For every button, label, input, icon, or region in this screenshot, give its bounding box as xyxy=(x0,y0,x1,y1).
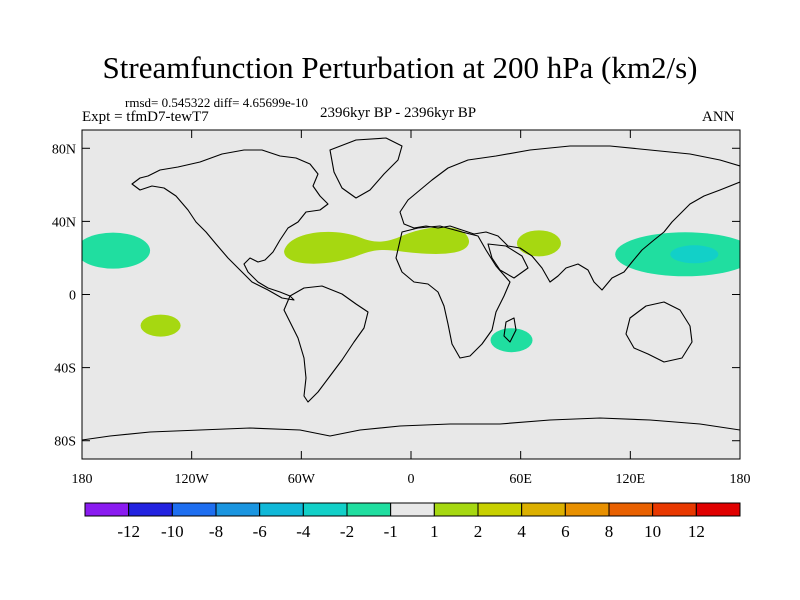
experiment-label: Expt = tfmD7-tewT7 xyxy=(82,109,209,125)
colorbar-label: 1 xyxy=(430,522,439,541)
anomaly-arabian-india xyxy=(516,230,561,257)
season-label: ANN xyxy=(702,109,735,125)
x-tick-label: 120W xyxy=(175,472,210,487)
x-tick-label: 180 xyxy=(72,472,93,487)
coastline-north-america xyxy=(131,149,329,301)
colorbar-label: -6 xyxy=(253,522,267,541)
map-background xyxy=(82,130,740,459)
anomaly-south-pacific xyxy=(140,314,181,337)
x-tick-label: 120E xyxy=(616,472,646,487)
colorbar-swatch xyxy=(171,502,217,517)
coastline-madagascar xyxy=(503,317,517,343)
colorbar-label: 10 xyxy=(644,522,661,541)
x-tick-label: 60E xyxy=(509,472,532,487)
colorbar-swatch xyxy=(477,502,523,517)
colorbar-swatch xyxy=(564,502,610,517)
anomaly-west-pacific-inner xyxy=(670,245,719,264)
colorbar-swatch xyxy=(433,502,479,517)
colorbar-swatch xyxy=(390,502,435,517)
coastline-antarctica xyxy=(82,417,740,441)
y-tick-label: 40N xyxy=(52,215,76,230)
coastline-eurasia xyxy=(399,145,740,291)
colorbar-swatch xyxy=(302,502,348,517)
coastline-arabia xyxy=(487,243,529,279)
colorbar-label: 12 xyxy=(688,522,705,541)
y-tick-label: 0 xyxy=(69,289,76,304)
coastline-australia xyxy=(625,301,693,363)
colorbar-label: -10 xyxy=(161,522,184,541)
colorbar-label: -12 xyxy=(117,522,140,541)
period-label: 2396kyr BP - 2396kyr BP xyxy=(320,105,477,121)
colorbar-swatch xyxy=(652,502,697,517)
colorbar-label: -8 xyxy=(209,522,223,541)
colorbar-swatch xyxy=(346,502,392,517)
colorbar-swatch xyxy=(608,502,654,517)
colorbar-swatch xyxy=(695,502,741,517)
colorbar-swatch xyxy=(215,502,261,517)
x-tick-label: 180 xyxy=(730,472,751,487)
anomaly-madagascar xyxy=(490,328,533,353)
colorbar-label: 4 xyxy=(517,522,526,541)
colorbar-swatch xyxy=(259,502,304,517)
coastline-greenland xyxy=(329,137,403,199)
stats-label: rmsd= 0.545322 diff= 4.65699e-10 xyxy=(125,95,309,110)
colorbar-label: 8 xyxy=(605,522,614,541)
coastline-africa xyxy=(395,225,511,359)
anomaly-central-north-pacific xyxy=(82,232,151,269)
colorbar-swatch xyxy=(128,502,173,517)
y-tick-label: 80S xyxy=(54,435,76,450)
x-tick-label: 0 xyxy=(408,472,415,487)
colorbar-label: 6 xyxy=(561,522,570,541)
colorbar-label: -1 xyxy=(384,522,398,541)
x-tick-label: 60W xyxy=(288,472,316,487)
coastline-south-america xyxy=(283,285,369,403)
chart-title: Streamfunction Perturbation at 200 hPa (… xyxy=(102,50,698,85)
colorbar-swatch xyxy=(521,502,566,517)
colorbar-swatch xyxy=(84,502,130,517)
y-tick-label: 80N xyxy=(52,142,76,157)
colorbar-label: 2 xyxy=(474,522,483,541)
colorbar-label: -4 xyxy=(296,522,311,541)
anomaly-tropical-atlantic-africa xyxy=(284,227,470,264)
y-tick-label: 40S xyxy=(54,362,76,377)
colorbar-label: -2 xyxy=(340,522,354,541)
